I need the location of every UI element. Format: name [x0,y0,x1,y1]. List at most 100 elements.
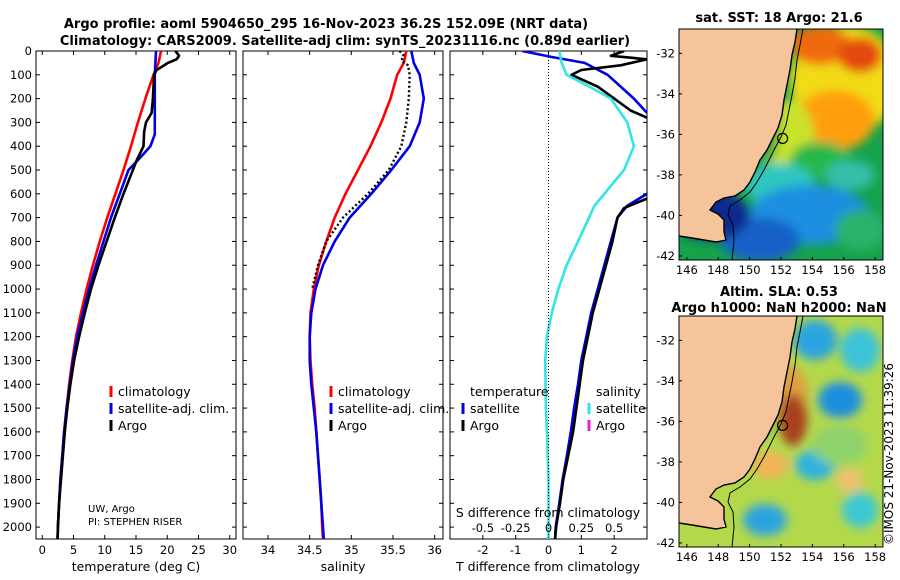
legend-label-temp-satellite: satellite [470,401,520,416]
x-tick-label: 25 [191,543,206,557]
legend-label-temp-argo: Argo [470,418,499,433]
map-y-tick-label: -32 [656,46,675,60]
map-y-tick-label: -40 [656,495,675,509]
x-tick-label: 15 [129,543,144,557]
y-tick-label: 800 [10,234,32,248]
legend-label-satellite: satellite-adj. clim. [338,401,449,416]
sla-high [836,468,864,492]
map-y-tick-label: -32 [656,333,675,347]
temperature-plot: 0100200300400500600700800900100011001200… [3,44,237,557]
x-tick-label: 0 [39,543,46,557]
y-tick-label: 1700 [3,449,32,463]
x2-tick-label: 0 [545,521,552,535]
difference-xlabel-temperature: T difference from climatology [455,559,641,574]
map-x-tick-label: 152 [770,263,792,277]
difference-xlabel-salinity: S difference from climatology [456,505,641,520]
y-tick-label: 1300 [3,353,32,367]
temperature-legend: climatology satellite-adj. clim. Argo [109,384,229,433]
sst-cyan-zone [825,160,875,190]
salinity-xlabel: salinity [321,559,366,574]
y-tick-label: 1500 [3,401,32,415]
sst-land [679,29,797,242]
sla-low [743,504,787,536]
y-tick-label: 100 [10,68,32,82]
y-tick-label: 1400 [3,377,32,391]
sst-warm-zone [838,37,882,73]
argo-location-marker [776,132,789,144]
legend-label-argo: Argo [118,418,147,433]
y-tick-label: 0 [25,44,32,58]
note-institution: UW, Argo [88,504,135,515]
series-line-salinity-satellite [543,51,636,539]
legend-label-argo: Argo [338,418,367,433]
legend-label-climatology: climatology [118,384,191,399]
map-x-tick-label: 150 [739,263,761,277]
sst-warm-zone [790,29,850,65]
sla-low [840,328,880,372]
series-line-temperature-argo-deep [553,197,647,539]
map-x-tick-label: 148 [707,550,729,564]
map-x-tick-label: 158 [864,550,886,564]
map-y-tick-label: -36 [656,414,675,428]
sla-coastline [679,316,798,530]
series-line-temperature-argo [570,51,647,119]
map-x-tick-label: 150 [739,550,761,564]
note-pi: PI: STEPHEN RISER [88,517,182,528]
x-tick-label: 1 [578,543,585,557]
sla-map-title-line-1: Altim. SLA: 0.53 [720,285,838,300]
map-y-tick-label: -38 [656,455,675,469]
temperature-axes [35,50,237,540]
y-tick-label: 200 [10,92,32,106]
sla-map-ticks: 146 148 150 152 154 156 158 -32 -34 -36 -38 -40 -42 [656,333,886,564]
legend-label-sal-argo: Argo [596,418,625,433]
x2-tick-label: -0.25 [501,521,531,535]
sla-map [679,316,883,547]
sla-bathymetry-contour [727,316,804,547]
sla-low [793,320,837,360]
map-x-tick-label: 158 [864,263,886,277]
legend-title-salinity: salinity [596,384,641,399]
x-tick-label: 34.5 [297,543,323,557]
y-tick-label: 400 [10,139,32,153]
map-x-tick-label: 156 [833,550,855,564]
legend-label-sal-satellite: satellite [596,401,646,416]
series-line-satellite-adj-clim- [308,51,426,539]
series-line-climatology [308,51,408,539]
sla-high [779,394,807,446]
title-line-1: Argo profile: aoml 5904650_295 16-Nov-20… [64,17,588,32]
y-tick-label: 2000 [3,520,32,534]
x-tick-label: 0 [545,543,552,557]
argo-location-marker [776,419,789,431]
sst-bathymetry-contour [727,29,804,260]
y-tick-label: 500 [10,163,32,177]
y-tick-label: 600 [10,187,32,201]
map-x-tick-label: 156 [833,263,855,277]
sst-warm-zone [795,90,875,150]
y-tick-label: 700 [10,211,32,225]
map-y-tick-label: -36 [656,127,675,141]
x2-tick-label: 0.5 [605,521,623,535]
sla-low [818,382,862,418]
sst-map-ticks: 146 148 150 152 154 156 158 -32 -34 -36 -38 -40 -42 [656,46,886,277]
y-tick-label: 1100 [3,306,32,320]
y-tick-label: 1800 [3,472,32,486]
map-y-tick-label: -34 [656,87,675,101]
temperature-xlabel: temperature (deg C) [72,559,201,574]
series-group [521,51,647,539]
map-x-tick-label: 154 [801,550,823,564]
x-tick-label: 34 [261,543,276,557]
map-y-tick-label: -34 [656,374,675,388]
salinity-legend: climatology satellite-adj. clim. Argo [329,384,449,433]
sla-low [842,492,878,528]
series-group [308,51,426,539]
x-tick-label: 36 [427,543,442,557]
map-y-tick-label: -42 [656,249,675,263]
title-line-2: Climatology: CARS2009. Satellite-adj cli… [60,34,630,49]
y-tick-label: 1200 [3,330,32,344]
x-tick-label: 35 [344,543,359,557]
x-tick-label: 2 [611,543,618,557]
sst-coastline [679,29,798,243]
sla-map-title-line-2: Argo h1000: NaN h2000: NaN [671,301,886,316]
map-x-tick-label: 154 [801,263,823,277]
